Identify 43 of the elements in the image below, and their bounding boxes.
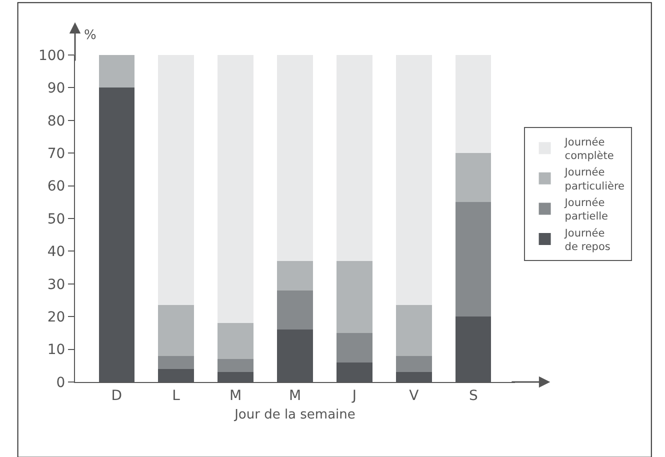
- bar: [396, 305, 432, 356]
- bar: [158, 55, 194, 306]
- y-tick-label: 90: [47, 80, 66, 97]
- bar: [218, 323, 254, 360]
- y-tick-label: 100: [38, 48, 66, 64]
- bar: [277, 290, 313, 330]
- x-axis-title: Jour de la semaine: [234, 407, 356, 422]
- y-tick-label: 30: [47, 276, 66, 293]
- y-tick-label: 40: [47, 244, 66, 260]
- bar: [277, 261, 313, 290]
- x-tick-label: L: [172, 388, 180, 404]
- y-tick-label: 80: [47, 113, 66, 130]
- x-tick-label: J: [351, 388, 357, 404]
- y-tick-label: 0: [56, 374, 66, 391]
- x-tick-label: D: [111, 388, 122, 404]
- bar: [396, 55, 432, 306]
- bar: [336, 261, 372, 333]
- bar: [158, 356, 194, 369]
- x-tick-label: M: [229, 388, 242, 404]
- bar: [218, 359, 254, 372]
- x-tick-label: S: [468, 388, 478, 404]
- y-tick-label: 60: [47, 178, 66, 195]
- legend-label: Journée complète: [564, 136, 614, 162]
- bar: [158, 305, 194, 356]
- y-tick-label: 10: [47, 342, 66, 358]
- bar: [336, 55, 372, 262]
- bar: [98, 55, 134, 88]
- bar: [456, 202, 492, 317]
- bar: [336, 332, 372, 362]
- bar: [456, 153, 492, 202]
- y-tick-label: 20: [47, 310, 66, 326]
- x-tick-label: V: [409, 388, 420, 404]
- bar: [396, 356, 432, 372]
- x-tick-label: M: [288, 388, 302, 404]
- y-tick-label: 50: [47, 211, 66, 228]
- legend-label: Journée partielle: [564, 196, 608, 223]
- bar: [456, 55, 492, 154]
- bar: [218, 55, 254, 324]
- y-tick-label: 70: [47, 146, 66, 162]
- legend-label: Journée de repos: [564, 227, 610, 253]
- legend-label: Journée particulière: [564, 166, 625, 192]
- y-axis-title: %: [84, 28, 96, 43]
- bar: [277, 55, 313, 262]
